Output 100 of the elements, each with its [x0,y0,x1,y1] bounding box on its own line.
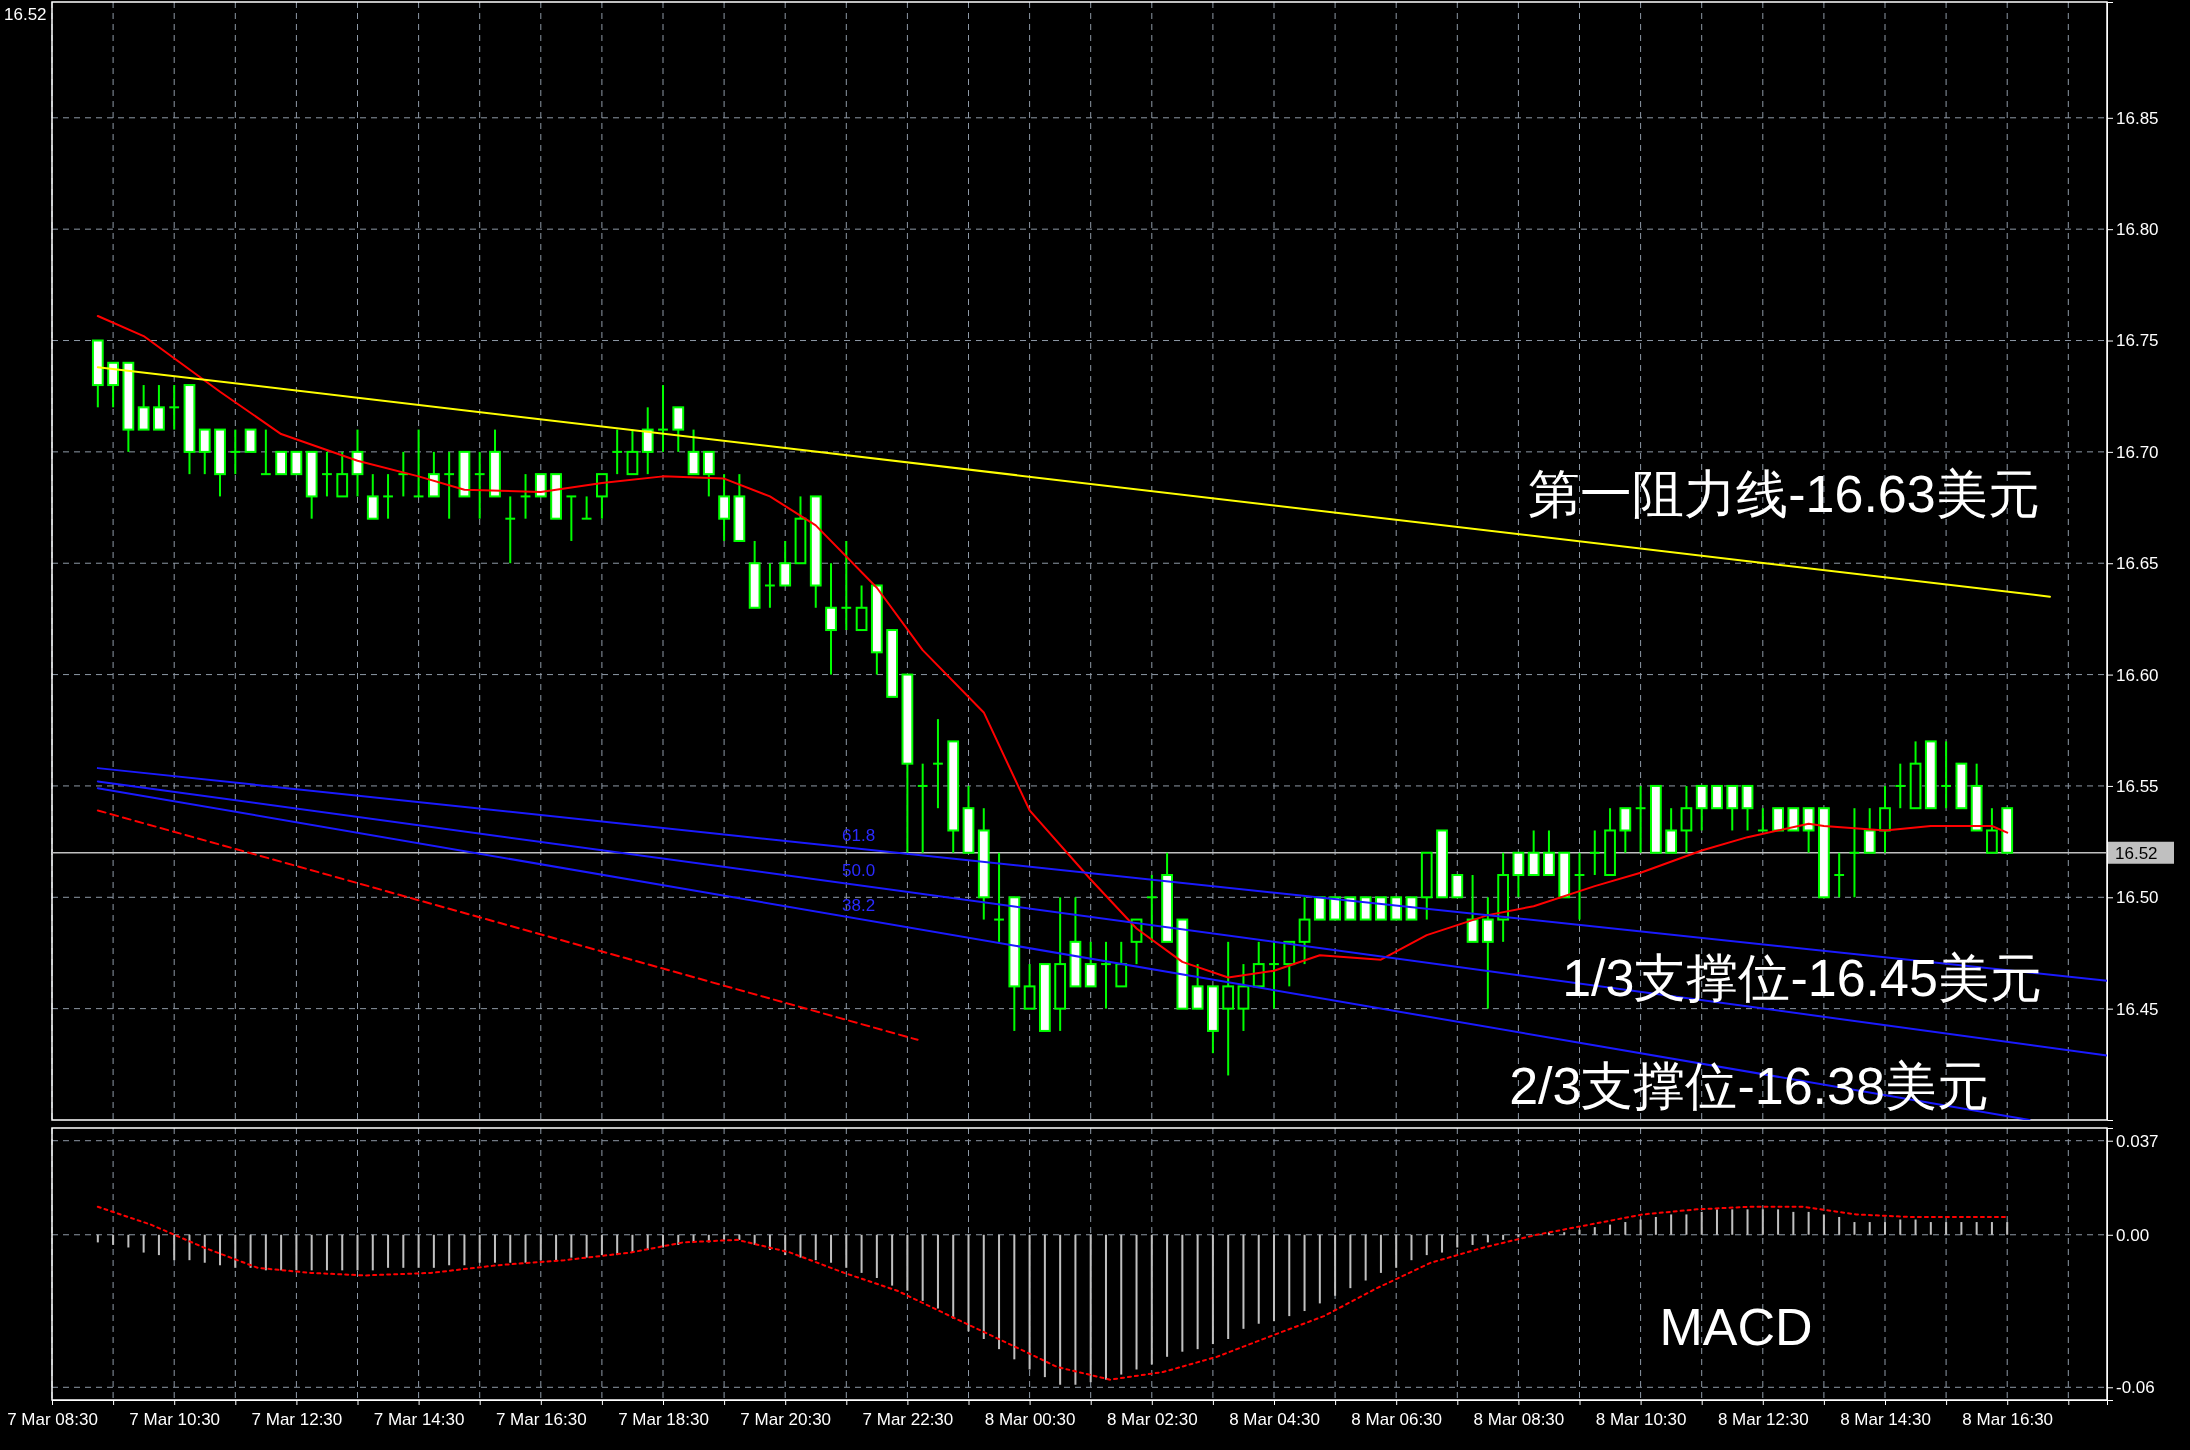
bar [2006,1222,2009,1235]
annotation: 38.2 [842,896,876,915]
candlestick [840,539,853,632]
candlestick [321,450,333,498]
bar [875,1234,878,1278]
bar [1059,1234,1062,1385]
candlestick [1665,807,1678,854]
bar [493,1234,496,1263]
candlestick [1375,896,1387,921]
bar [998,1234,1001,1350]
bar [127,1234,130,1248]
candlestick [580,495,593,520]
candlestick [1100,940,1112,1010]
bar [799,1234,802,1258]
bar [1578,1229,1581,1235]
x-tick-label: 8 Mar 14:30 [1840,1410,1931,1429]
candlestick [1543,829,1555,877]
bar [1379,1234,1382,1273]
bar [280,1234,283,1271]
x-tick-label: 8 Mar 02:30 [1106,1410,1198,1429]
bar [1853,1222,1856,1235]
bar [1349,1234,1352,1289]
candlestick [1833,851,1846,899]
candlestick [1588,829,1601,877]
bar [325,1234,328,1271]
bar [1395,1234,1398,1268]
bar [1089,1234,1092,1383]
x-tick-label: 7 Mar 12:30 [251,1410,343,1429]
bar [417,1234,420,1268]
bar [341,1234,344,1271]
candlestick [1680,784,1693,854]
candlestick [1283,940,1296,988]
y-tick-label: 0.037 [2116,1131,2159,1151]
bar [1334,1234,1337,1296]
candlestick [153,384,165,431]
annotation: MACD [1659,1298,1813,1356]
bar [219,1234,222,1266]
bar [509,1234,512,1263]
bar [142,1234,145,1253]
candlestick [565,495,578,542]
bar [1807,1211,1810,1235]
bar [264,1234,267,1271]
bar [448,1234,451,1266]
x-tick-label: 8 Mar 04:30 [1229,1410,1320,1429]
bar [1425,1234,1428,1256]
bar [524,1234,527,1263]
candlestick [275,450,288,476]
bar [1715,1209,1718,1235]
bar [1746,1209,1749,1235]
bar [1150,1234,1153,1365]
x-tick-label: 7 Mar 22:30 [862,1410,954,1429]
bar [402,1234,405,1268]
candlestick [1986,807,1998,854]
y-tick-label: 16.55 [2116,776,2159,796]
bar [1670,1214,1673,1235]
bar [249,1234,252,1268]
candlestick [1451,874,1464,899]
annotation: 61.8 [842,826,876,845]
x-tick-label: 8 Mar 12:30 [1717,1410,1809,1429]
bar [1043,1234,1046,1378]
candlestick [1298,896,1311,966]
x-tick-label: 8 Mar 06:30 [1351,1410,1443,1429]
bar [570,1234,573,1258]
bar [1227,1234,1230,1339]
bar [1761,1209,1764,1235]
candlestick [1573,851,1586,921]
bar [1899,1219,1902,1235]
candlestick [1634,784,1647,854]
candlestick [1252,940,1265,988]
candlestick [244,428,257,453]
bar [1104,1234,1107,1380]
bar [830,1234,833,1263]
candlestick [932,718,944,810]
candlestick [1802,807,1815,854]
bar [188,1234,191,1261]
annotation: 50.0 [842,861,876,880]
bar [1929,1222,1932,1235]
y-tick-label: 16.45 [2116,999,2159,1019]
candlestick [504,495,517,565]
candlestick [1512,851,1525,899]
bar [1028,1234,1031,1370]
bar [234,1234,237,1268]
candlestick [596,473,608,520]
candlestick [1756,807,1769,832]
bar [1273,1234,1275,1322]
bar [753,1234,756,1245]
bar [173,1234,176,1261]
bar [1456,1234,1459,1248]
bar [1166,1234,1169,1357]
bar [860,1234,863,1273]
bar [967,1234,970,1332]
bar [1502,1234,1505,1240]
x-tick-label: 8 Mar 00:30 [984,1410,1076,1429]
y-tick-label: 16.65 [2116,554,2159,574]
bar [1777,1209,1780,1235]
bar [1364,1234,1367,1281]
candlestick [687,428,700,476]
candlestick [519,473,532,520]
bar [1960,1222,1963,1235]
text: 16.52 [4,5,47,24]
